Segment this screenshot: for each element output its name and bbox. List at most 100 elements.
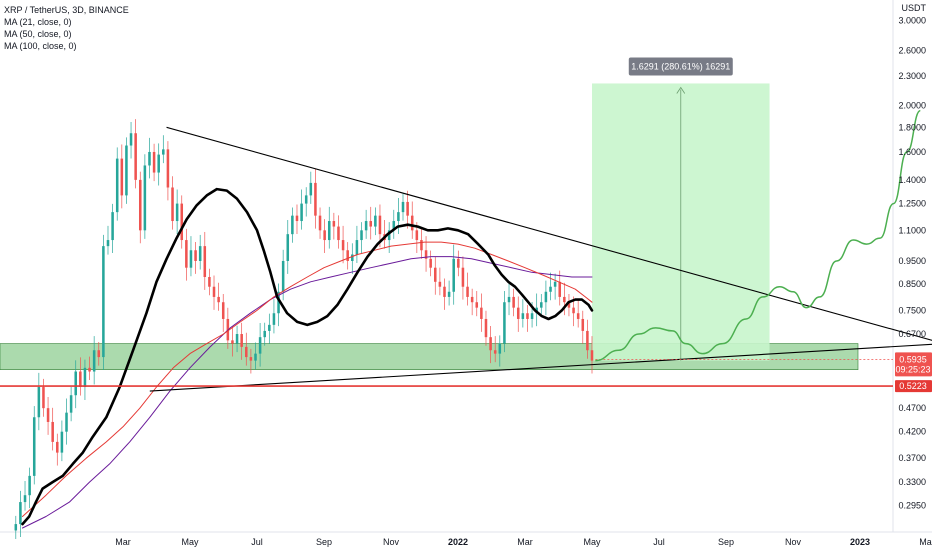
projection-layer [595,109,922,362]
candle-down [203,246,207,277]
measure-label: 1.6291 (280.61%) 16291 [628,57,733,76]
price-tick-label: 0.9500 [898,256,926,266]
candle-up [92,350,96,372]
candle-down [369,221,373,227]
legend-ma100[interactable]: MA (100, close, 0) [4,41,77,51]
time-axis[interactable]: Mar May Jul Sep Nov 2022 Mar May Jul Sep Nov 2023 Ma… [115,537,932,547]
candle-down [572,307,575,314]
candle-down [512,296,515,308]
legend-symbol[interactable]: XRP / TetherUS, 3D, BINANCE [4,5,129,15]
candle-up [32,417,36,476]
candle-up [268,324,271,331]
candle-down [581,318,585,331]
candle-up [397,212,400,222]
candles [14,119,594,539]
candle-down [480,307,483,319]
countdown-text: 09:25:23 [895,364,930,374]
ma50-line [22,241,593,517]
candle-down [466,286,469,297]
candle-down [120,158,124,196]
candle-up [452,258,455,292]
candle-down [138,179,142,231]
candle-up [507,296,511,303]
candle-up [521,313,525,319]
candle-up [162,149,165,155]
candle-up [401,201,405,213]
support-price-text: 0.5223 [899,381,927,391]
time-tick-label: Sep [316,537,332,547]
time-tick-label: Jul [653,537,665,547]
legend-ma21[interactable]: MA (21, close, 0) [4,17,72,27]
candle-up [125,145,128,196]
triangle-upper-line [166,126,932,341]
price-tick-label: 2.3000 [898,71,926,81]
candle-down [576,313,580,319]
legend-ma50[interactable]: MA (50, close, 0) [4,29,72,39]
candle-down [185,240,188,268]
price-tick-label: 1.6000 [898,147,926,157]
candle-up [14,524,18,531]
candle-down [410,215,414,231]
price-tick-label: 1.2500 [898,199,926,209]
candle-down [484,318,488,338]
candle-up [281,260,285,292]
candle-up [129,133,133,146]
target-box-layer [592,83,770,361]
candle-down [212,286,216,297]
price-tick-label: 0.3300 [898,477,926,487]
candle-down [88,367,91,372]
candle-up [106,240,110,247]
candle-down [134,133,137,180]
candle-down [97,350,101,358]
candle-down [314,182,317,216]
candle-down [249,357,253,361]
candle-down [166,149,170,188]
candle-down [563,296,566,303]
candle-down [346,250,349,261]
moving-averages [21,187,594,529]
candle-up [498,343,502,354]
support-price-tag [895,380,932,393]
price-tick-label: 0.8500 [898,279,926,289]
candle-up [143,165,147,231]
candle-down [46,408,50,422]
candle-down [231,340,234,344]
price-tick-label: 0.4200 [898,427,926,437]
candle-up [65,412,68,432]
candle-up [447,291,451,297]
candle-up [387,230,391,241]
price-tick-label: 1.8000 [898,122,926,132]
candle-up [258,337,262,354]
price-axis[interactable]: 3.0000 2.6000 2.3000 2.0000 1.8000 1.6000 1.40… [898,3,926,511]
trend-lines [0,126,932,392]
chart-legend: XRP / TetherUS, 3D, BINANCE MA (21, clos… [4,4,129,52]
candle-up [19,502,22,525]
candle-down [332,221,336,227]
ma21-line [21,187,594,526]
candle-down [420,240,423,251]
candle-down [56,441,59,453]
current-price-text: 0.5935 [899,354,927,364]
candle-up [392,221,396,231]
candle-down [180,203,184,241]
measure-label-text: 1.6291 (280.61%) 16291 [631,61,730,71]
target-arrow-head [676,86,686,94]
candle-down [217,296,220,303]
time-tick-label: 2023 [850,537,870,547]
triangle-lower-line [149,343,932,392]
candle-down [171,187,174,222]
candle-up [309,182,313,196]
candle-down [457,258,460,268]
candle-down [295,215,299,222]
candle-up [175,203,179,222]
candle-down [378,215,382,235]
price-tick-label: 3.0000 [898,15,926,25]
grid [0,0,932,533]
time-tick-label: Sep [718,537,734,547]
candle-up [351,254,354,261]
candle-down [318,215,322,231]
candle-up [549,286,552,292]
